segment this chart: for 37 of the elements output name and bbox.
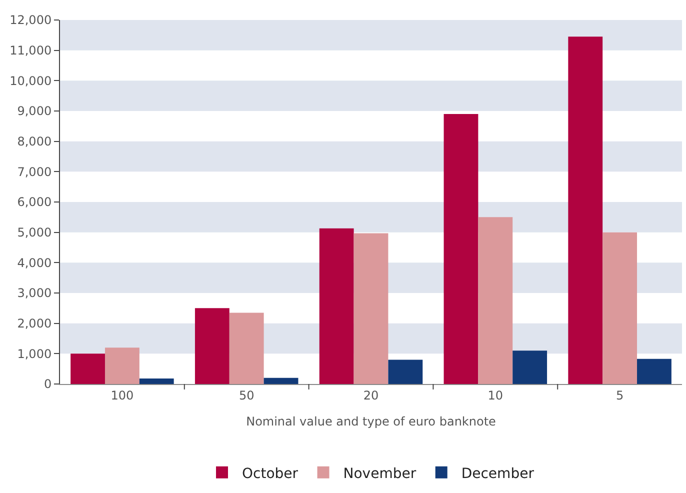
y-tick-label: 12,000 <box>10 13 52 28</box>
y-tick-label: 8,000 <box>17 134 52 149</box>
bar <box>139 378 174 384</box>
x-tick-label: 100 <box>110 388 134 402</box>
x-tick-label: 20 <box>363 388 379 402</box>
bar <box>194 308 230 384</box>
bar <box>104 348 140 384</box>
bar <box>568 36 603 384</box>
bar <box>478 217 513 384</box>
bar <box>388 360 423 384</box>
y-tick-label: 5,000 <box>17 226 52 240</box>
y-tick-label: 9,000 <box>17 104 52 118</box>
y-tick-label: 6,000 <box>17 195 52 210</box>
legend-label: December <box>461 466 534 482</box>
bar <box>512 350 548 384</box>
y-tick-label: 7,000 <box>17 164 52 179</box>
bar <box>444 114 478 384</box>
y-tick-label: 2,000 <box>17 316 52 331</box>
legend-label: October <box>242 466 298 482</box>
bar <box>637 358 672 384</box>
bar <box>354 233 388 384</box>
legend-label: November <box>343 466 416 482</box>
bar <box>602 232 638 384</box>
y-tick-label: 1,000 <box>17 346 52 361</box>
y-tick-label: 0 <box>44 377 52 392</box>
x-tick-label: 50 <box>238 388 254 402</box>
y-tick-label: 11,000 <box>10 44 52 58</box>
bar <box>319 228 354 384</box>
x-axis-title: Nominal value and type of euro banknote <box>246 414 496 428</box>
x-tick-label: 5 <box>616 388 624 402</box>
y-tick-label: 4,000 <box>17 256 52 270</box>
y-tick-label: 10,000 <box>10 74 52 88</box>
y-tick-label: 3,000 <box>17 286 52 300</box>
x-tick-label: 10 <box>488 388 504 402</box>
bar <box>70 354 105 384</box>
bar <box>264 378 298 384</box>
bar <box>229 312 264 384</box>
